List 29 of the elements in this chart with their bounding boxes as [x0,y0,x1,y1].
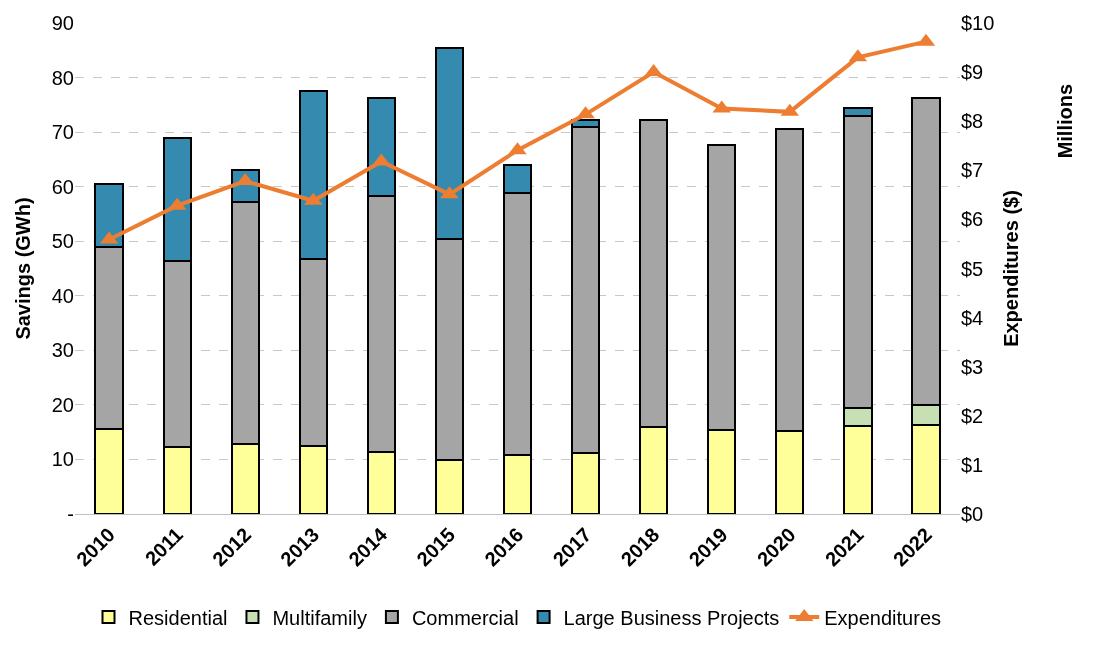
legend-label: Multifamily [272,606,367,629]
text: Millions [1053,83,1076,159]
y-tick-label: 50 [51,230,74,253]
y-axis-title: Savings (GWh) [12,197,35,340]
y2-tick-label: $7 [961,159,984,182]
y-tick-label: 80 [51,66,74,89]
legend-label: Expenditures [824,606,942,629]
y-tick-label: 40 [51,284,74,307]
y-tick-label: 10 [51,448,74,471]
y2-tick-label: $3 [961,355,984,378]
y-tick-label: - [67,503,74,525]
y2-tick-label: $1 [961,453,984,476]
legend-label: Commercial [411,606,519,629]
y-tick-label: 20 [51,393,74,416]
y-tick-label: 30 [51,339,74,362]
y2-tick-label: $5 [961,257,984,280]
y2-tick-label: $9 [961,61,984,84]
y-tick-label: 70 [51,121,74,144]
y2-tick-label: $8 [961,110,984,133]
y2-tick-label: $2 [961,404,984,427]
y2-tick-label: $0 [961,503,984,525]
y2-tick-label: $10 [961,12,995,34]
y-tick-label: 60 [51,175,74,198]
y2-tick-label: $4 [961,306,984,329]
legend-label: Residential [128,606,228,629]
legend-label: Large Business Projects [563,606,780,629]
y2-tick-label: $6 [961,208,984,231]
y2-axis-title: Expenditures ($) [999,190,1022,347]
y-tick-label: 90 [51,12,74,34]
